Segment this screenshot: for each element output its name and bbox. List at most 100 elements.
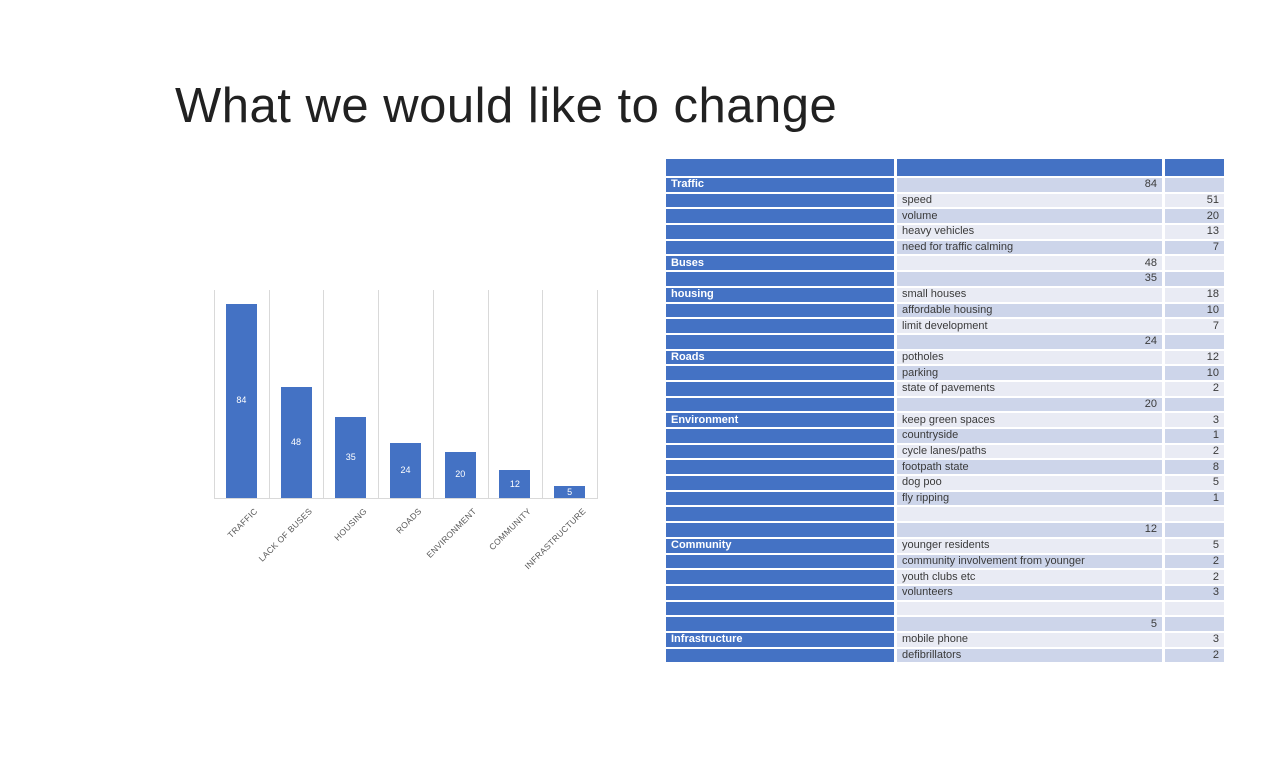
table-cell-category [666,617,894,631]
table-cell-item: 20 [897,397,1162,412]
table-cell-category: Infrastructure [666,632,894,647]
table-row: 12 [666,523,1224,537]
table-row [666,601,1224,616]
table-cell-category [666,272,894,286]
table-cell-value: 1 [1165,491,1224,506]
bar-value-label: 24 [400,464,411,475]
table-cell-value [1165,272,1224,286]
table-cell-item: need for traffic calming [897,240,1162,255]
table-cell-item: 12 [897,523,1162,537]
table-row: 5 [666,617,1224,631]
bar-value-label: 20 [455,469,466,480]
table-header-cell [1165,159,1224,176]
chart-gridline [433,290,434,499]
table-cell-value: 2 [1165,381,1224,396]
chart-gridline [323,290,324,499]
bar-value-label: 5 [567,486,573,497]
table-cell-category [666,240,894,255]
table-cell-value: 5 [1165,538,1224,553]
table-row: heavy vehicles 13 [666,225,1224,239]
table-row: footpath state 8 [666,460,1224,475]
table-row: youth clubs etc 2 [666,570,1224,584]
table-row: Buses 48 [666,256,1224,271]
table-cell-category [666,334,894,349]
table-cell-category [666,570,894,584]
table-cell-category [666,319,894,333]
table-cell-category [666,225,894,239]
table-cell-value: 3 [1165,632,1224,647]
chart-axis-line [214,498,597,499]
table-cell-value [1165,507,1224,522]
table-header-cell [666,159,894,176]
bar-infrastructure [554,486,586,498]
category-axis-label: HOUSING [332,506,369,543]
bar-chart-plot: 84 48 35 24 20 12 5 [214,290,598,499]
table-cell-category [666,601,894,616]
table-cell-item: 24 [897,334,1162,349]
bar-value-label: 48 [291,437,302,448]
table-cell-item: youth clubs etc [897,570,1162,584]
table-cell-category [666,476,894,490]
table-cell-item: limit development [897,319,1162,333]
survey-table-wrap: Traffic 84 speed 51 volume 20 heavy vehicles 13… [663,157,1227,664]
bar-lack-of-buses [280,387,312,498]
table-cell-value: 10 [1165,366,1224,380]
table-row: dog poo 5 [666,476,1224,490]
bar-community [499,470,531,498]
table-cell-item [897,507,1162,522]
survey-table-body: Traffic 84 speed 51 volume 20 heavy vehicles 13… [666,159,1224,663]
table-row: housing small houses 18 [666,287,1224,302]
table-row: fly ripping 1 [666,491,1224,506]
table-row: Environment keep green spaces 3 [666,413,1224,427]
bar-value-label: 12 [509,478,520,489]
table-cell-value [1165,256,1224,271]
table-cell-item: heavy vehicles [897,225,1162,239]
table-cell-category [666,429,894,443]
table-cell-category [666,209,894,224]
table-cell-category [666,507,894,522]
table-cell-category [666,366,894,380]
table-cell-category [666,585,894,600]
table-cell-item: 5 [897,617,1162,631]
table-cell-item: countryside [897,429,1162,443]
table-cell-category [666,397,894,412]
table-cell-item: keep green spaces [897,413,1162,427]
chart-gridline [269,290,270,499]
table-cell-item: footpath state [897,460,1162,475]
table-cell-item [897,601,1162,616]
table-cell-item: 84 [897,178,1162,192]
table-row: Community younger residents 5 [666,538,1224,553]
table-cell-value: 20 [1165,209,1224,224]
table-cell-category [666,303,894,318]
table-cell-item: defibrillators [897,648,1162,663]
table-cell-item: potholes [897,350,1162,365]
table-cell-category [666,648,894,663]
category-axis-label: TRAFFIC [225,506,260,540]
table-cell-item: fly ripping [897,491,1162,506]
slide-title: What we would like to change [175,79,838,133]
table-cell-item: parking [897,366,1162,380]
table-row: volunteers 3 [666,585,1224,600]
table-cell-value: 12 [1165,350,1224,365]
table-cell-value: 10 [1165,303,1224,318]
table-cell-value [1165,617,1224,631]
table-cell-value: 3 [1165,413,1224,427]
table-cell-category [666,460,894,475]
table-cell-category [666,523,894,537]
table-cell-category: Buses [666,256,894,271]
table-row: defibrillators 2 [666,648,1224,663]
table-cell-item: state of pavements [897,381,1162,396]
table-cell-value: 18 [1165,287,1224,302]
table-cell-item: 48 [897,256,1162,271]
bar-housing [335,417,367,498]
table-cell-value [1165,334,1224,349]
table-cell-value [1165,523,1224,537]
table-row: volume 20 [666,209,1224,224]
table-cell-category [666,444,894,459]
bar-chart: 84 48 35 24 20 12 5 TRAFFIC LACK OF BUSES HOUSIN… [214,290,598,600]
bar-traffic [225,303,257,498]
table-cell-category [666,193,894,208]
table-cell-item: cycle lanes/paths [897,444,1162,459]
table-row [666,507,1224,522]
table-cell-value: 51 [1165,193,1224,208]
